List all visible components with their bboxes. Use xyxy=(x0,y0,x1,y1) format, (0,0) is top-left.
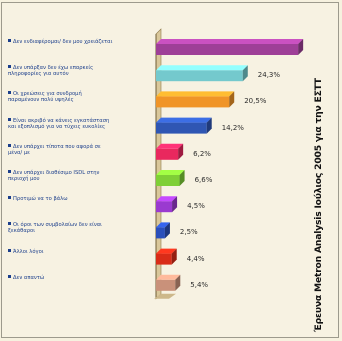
bar-10 xyxy=(156,274,181,291)
bar-front xyxy=(156,44,299,55)
value-label: 2,5% xyxy=(179,228,198,237)
bar-side xyxy=(175,274,181,291)
category-label: Δεν υπάρξαν δεν έχω επαρκείς πληροφορίες… xyxy=(8,65,114,77)
bullet-marker xyxy=(8,248,11,252)
category-label: Δεν υπάρχει διαθέσιμο ISDL στην περιοχή … xyxy=(8,170,114,182)
category-label-text: Οι όροι των συμβολαίων δεν είναι ξεκάθαρ… xyxy=(8,222,102,235)
bar-front xyxy=(156,122,207,134)
category-label-text: Άλλοι λόγοι xyxy=(13,248,44,255)
bar-7 xyxy=(156,196,178,213)
category-label: Δεν υπάρχει τίποτα που αφορά σε μένα/ με xyxy=(8,143,114,156)
bullet-marker xyxy=(8,222,11,226)
bar-side xyxy=(206,117,212,134)
value-label: 5,4% xyxy=(190,280,209,289)
bullet-marker xyxy=(8,170,11,173)
bullet-marker xyxy=(8,274,11,278)
bar-front xyxy=(156,253,172,265)
bar-front xyxy=(156,148,179,160)
value-label: 6,6% xyxy=(194,176,213,184)
category-label-text: Προτιμώ να το βάλω xyxy=(13,196,68,203)
bar-top xyxy=(156,170,185,175)
category-label-text: Δεν ενδιαφέρομαι/ δεν μου χρειάζεται xyxy=(13,39,113,45)
bar-1 xyxy=(156,39,304,55)
bar-top xyxy=(156,65,248,71)
category-label-text: Δεν υπάρχει διαθέσιμο ISDL στην περιοχή … xyxy=(8,170,100,182)
bar-side xyxy=(242,65,248,82)
bar-3 xyxy=(156,91,235,108)
axis-floor xyxy=(154,293,176,299)
category-label: Δεν απαντώ xyxy=(8,274,114,281)
bar-front xyxy=(156,70,243,82)
bar-9 xyxy=(156,248,177,265)
bar-front xyxy=(156,227,165,239)
value-label: 4,5% xyxy=(187,202,205,211)
category-label-text: Δεν υπάρχει τίποτα που αφορά σε μένα/ με xyxy=(8,143,101,156)
source-note: Έρευνα Metron Analysis Ιούλιος 2005 για … xyxy=(313,78,324,332)
bar-side xyxy=(171,248,177,265)
bullet-marker xyxy=(8,117,11,121)
value-label: 4,4% xyxy=(186,254,205,263)
category-label: Άλλοι λόγοι xyxy=(8,248,114,255)
bar-top xyxy=(156,117,212,123)
bar-top xyxy=(156,196,178,202)
bullet-marker xyxy=(8,143,11,147)
category-label-text: Οι χρεώσεις για συνδρομή παραμένουν πολύ… xyxy=(8,91,82,104)
bar-side xyxy=(229,91,235,108)
bar-top xyxy=(156,143,184,149)
bar-6 xyxy=(156,170,185,186)
bar-top xyxy=(156,248,177,254)
value-label: 20,5% xyxy=(244,97,267,106)
bar-top xyxy=(156,91,235,97)
bar-front xyxy=(156,279,176,291)
bar-front xyxy=(156,201,173,213)
bar-front xyxy=(156,175,180,186)
bar-4 xyxy=(156,117,212,134)
bar-side xyxy=(164,222,170,239)
category-label-text: Δεν υπάρξαν δεν έχω επαρκείς πληροφορίες… xyxy=(8,65,94,78)
bar-5 xyxy=(156,143,184,160)
value-label: 24,3% xyxy=(257,71,281,80)
bullet-marker xyxy=(8,39,11,42)
value-label: 6,2% xyxy=(193,149,211,158)
category-label: Είναι ακριβό να κάνεις εγκατάσταση και ε… xyxy=(8,117,114,130)
bar-side xyxy=(172,196,178,213)
bar-top xyxy=(156,274,181,280)
category-label-text: Είναι ακριβό να κάνεις εγκατάσταση και ε… xyxy=(8,117,110,130)
bar-front xyxy=(156,96,230,108)
category-label: Δεν ενδιαφέρομαι/ δεν μου χρειάζεται xyxy=(8,39,114,45)
bars-layer xyxy=(156,39,304,291)
bar-2 xyxy=(156,65,248,82)
bullet-marker xyxy=(8,65,11,69)
bar-8 xyxy=(156,222,170,239)
bar-top xyxy=(156,222,170,228)
bar-side xyxy=(298,39,304,55)
category-label: Προτιμώ να το βάλω xyxy=(8,196,114,202)
bar-top xyxy=(156,39,304,44)
bullet-marker xyxy=(8,196,11,200)
bar-side xyxy=(178,143,184,160)
bullet-marker xyxy=(8,91,11,95)
bar-side xyxy=(179,170,185,186)
value-label: 14,2% xyxy=(221,123,244,132)
category-label-text: Δεν απαντώ xyxy=(13,274,45,281)
category-label: Οι χρεώσεις για συνδρομή παραμένουν πολύ… xyxy=(8,91,114,103)
category-label: Οι όροι των συμβολαίων δεν είναι ξεκάθαρ… xyxy=(8,222,114,234)
